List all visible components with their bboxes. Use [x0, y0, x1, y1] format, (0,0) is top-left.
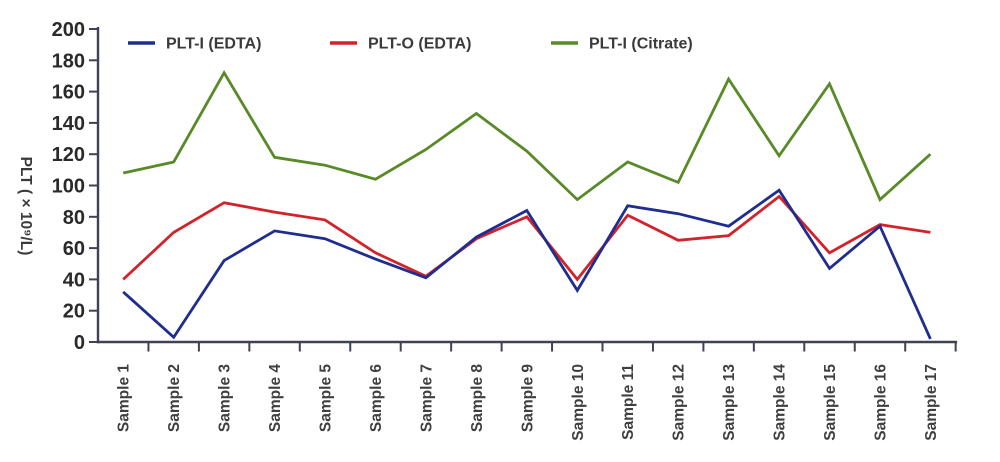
x-tick-label: Sample 15 [822, 364, 839, 441]
x-tick-label: Sample 8 [469, 364, 486, 432]
y-tick-label: 60 [63, 238, 85, 260]
legend-label-plt-o-edta: PLT-O (EDTA) [368, 36, 471, 53]
x-tick-label: Sample 13 [721, 364, 738, 441]
x-tick-label: Sample 3 [217, 364, 234, 432]
legend-label-plt-i-citrate: PLT-I (Citrate) [589, 36, 693, 53]
series-line-plt-i-citrate [122, 70, 932, 202]
x-tick-label: Sample 10 [570, 364, 587, 441]
y-tick-label: 40 [63, 269, 85, 291]
y-tick-label: 140 [52, 113, 85, 135]
x-tick-label: Sample 1 [116, 364, 133, 432]
series-line-plt-i-edta [122, 188, 932, 340]
y-tick-label: 160 [52, 82, 85, 104]
y-tick-label: 180 [52, 50, 85, 72]
y-axis-label: PLT ( × 10⁹/L) [17, 157, 34, 256]
x-tick-label: Sample 16 [873, 364, 890, 441]
y-tick-label: 200 [52, 19, 85, 41]
x-tick-label: Sample 11 [620, 364, 637, 440]
x-tick-label: Sample 17 [923, 364, 940, 441]
x-tick-label: Sample 5 [318, 364, 335, 432]
x-tick-label: Sample 6 [368, 364, 385, 432]
x-tick-label: Sample 9 [519, 364, 536, 432]
y-tick-label: 0 [74, 332, 85, 354]
legend-label-plt-i-edta: PLT-I (EDTA) [166, 36, 261, 53]
x-tick-label: Sample 14 [772, 364, 789, 441]
x-tick-label: Sample 2 [166, 364, 183, 432]
y-tick-label: 20 [63, 301, 85, 323]
x-tick-label: Sample 7 [418, 364, 435, 432]
x-tick-label: Sample 12 [671, 364, 688, 441]
y-tick-label: 80 [63, 207, 85, 229]
x-tick-label: Sample 4 [267, 364, 284, 432]
y-tick-label: 100 [52, 176, 85, 198]
y-tick-label: 120 [52, 144, 85, 166]
